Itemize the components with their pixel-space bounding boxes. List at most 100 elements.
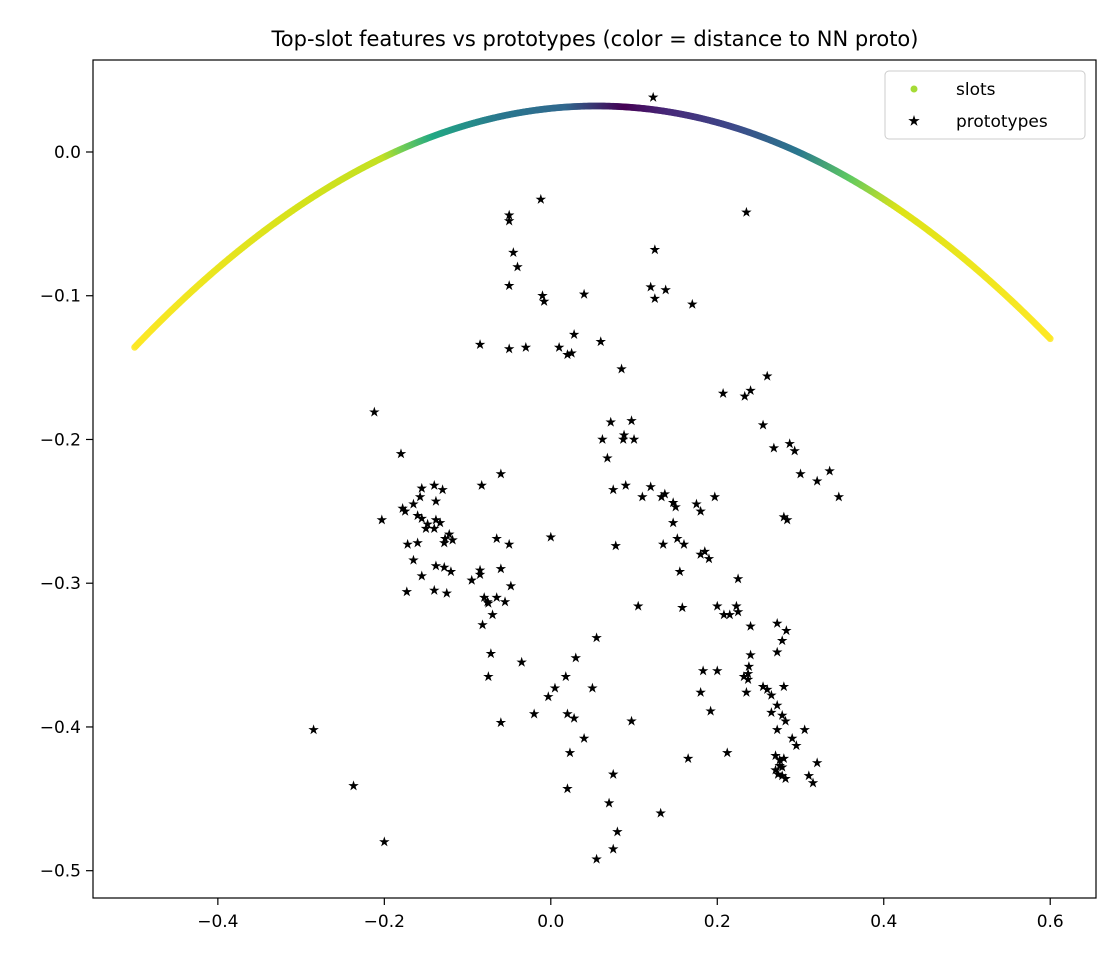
prototype-point (499, 596, 511, 607)
y-tick-label: −0.1 (40, 287, 81, 307)
prototype-point (474, 339, 486, 350)
prototype-point (591, 632, 602, 643)
prototype-point (605, 416, 616, 427)
prototype-point (741, 686, 752, 697)
prototype-point (637, 491, 648, 502)
prototype-point (732, 573, 744, 584)
prototype-point (578, 732, 590, 743)
prototype-point (545, 531, 557, 542)
prototype-point (520, 341, 532, 352)
prototype-point (649, 244, 661, 255)
prototype-point (495, 563, 507, 574)
prototype-point (543, 691, 554, 702)
x-tick-label: 0.6 (1037, 912, 1064, 932)
prototype-point (745, 620, 756, 631)
prototype-point (776, 635, 788, 646)
x-axis: −0.4 −0.2 0.0 0.2 0.4 0.6 (197, 898, 1064, 932)
prototype-point (743, 661, 755, 672)
prototype-point (771, 617, 783, 628)
prototype-point (667, 517, 679, 528)
prototype-point (697, 665, 709, 676)
prototype-point (811, 757, 823, 768)
prototype-point (476, 479, 487, 490)
prototype-point (745, 649, 756, 660)
prototype-point (564, 747, 576, 758)
prototype-point (416, 570, 428, 581)
prototype-point (703, 553, 715, 564)
legend-slots-label: slots (956, 80, 996, 100)
prototype-point (610, 540, 621, 551)
prototype-point (655, 807, 666, 818)
y-tick-label: −0.2 (40, 430, 81, 450)
prototype-point (811, 475, 823, 486)
prototype-point (660, 284, 671, 295)
prototype-point (597, 433, 608, 444)
prototype-point (687, 298, 698, 309)
prototype-point (535, 193, 547, 204)
prototype-point (695, 505, 706, 516)
prototype-point (709, 491, 721, 502)
prototype-point (695, 686, 706, 697)
prototype-point (429, 584, 440, 595)
prototype-point (833, 491, 845, 502)
prototype-point (487, 609, 498, 620)
prototype-point (674, 566, 686, 577)
prototype-point (477, 619, 488, 630)
prototype-point (537, 290, 548, 301)
prototype-point (741, 206, 752, 217)
prototype-point (495, 468, 507, 479)
prototype-point (369, 406, 380, 417)
prototype-point (395, 448, 407, 459)
x-tick-label: −0.4 (197, 912, 238, 932)
prototype-point (768, 442, 780, 453)
prototype-point (568, 329, 580, 339)
prototype-point (607, 768, 619, 779)
prototypes-series (308, 91, 845, 864)
y-axis: 0.0 −0.1 −0.2 −0.3 −0.4 −0.5 (40, 143, 93, 882)
prototype-point (379, 836, 390, 847)
prototype-point (483, 671, 494, 682)
prototype-point (376, 514, 388, 525)
legend: slots prototypes (884, 70, 1086, 140)
prototype-point (612, 826, 623, 837)
prototype-point (645, 481, 656, 492)
prototype-point (595, 336, 606, 347)
prototype-point (620, 479, 631, 490)
prototype-point (626, 415, 637, 426)
prototype-point (607, 484, 619, 495)
prototype-point (528, 708, 540, 719)
prototype-point (626, 715, 637, 726)
plot-frame (92, 59, 1097, 899)
prototype-point (587, 682, 598, 693)
prototype-point (717, 387, 729, 398)
prototype-point (591, 853, 602, 864)
x-tick-label: −0.2 (364, 912, 405, 932)
prototype-point (745, 385, 756, 396)
prototype-point (503, 538, 515, 549)
prototype-point (485, 648, 497, 659)
prototype-point (491, 533, 502, 544)
prototype-point (402, 538, 413, 549)
prototype-point (503, 280, 515, 291)
prototype-point (516, 656, 527, 667)
prototype-point (691, 498, 702, 509)
prototype-point (437, 484, 448, 495)
prototype-point (549, 682, 561, 693)
prototype-point (789, 445, 800, 456)
prototype-point (632, 600, 644, 611)
prototype-point (430, 560, 442, 571)
prototype-point (570, 652, 582, 663)
prototype-point (348, 780, 359, 791)
prototype-point (602, 452, 613, 463)
prototype-point (430, 495, 442, 506)
prototype-point (466, 574, 477, 585)
prototype-point (786, 732, 798, 743)
prototype-point (607, 843, 619, 854)
prototype-point (824, 465, 835, 476)
prototype-point (416, 482, 428, 493)
prototype-point (560, 671, 572, 682)
prototype-point (414, 491, 426, 502)
prototype-point (771, 646, 783, 657)
prototype-point (578, 288, 590, 299)
x-tick-label: 0.2 (704, 912, 731, 932)
